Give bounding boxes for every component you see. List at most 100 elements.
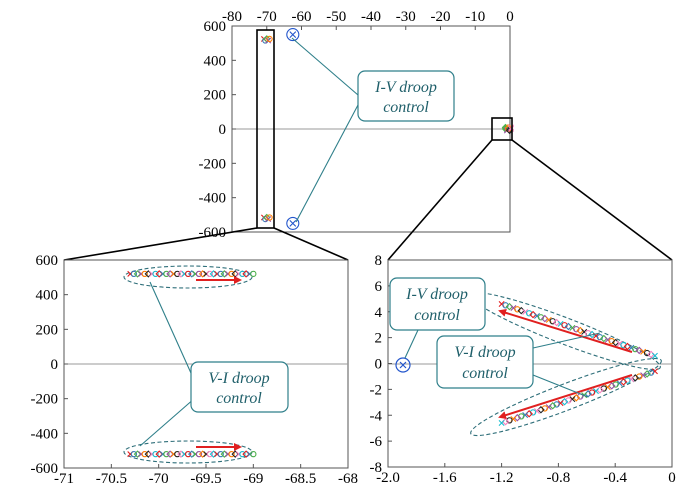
- callout-vi-right-line2: control: [462, 365, 508, 382]
- y-tick-label: -200: [199, 156, 227, 172]
- callout-iv-right: I-V droop control: [389, 277, 486, 359]
- data-point: [185, 270, 192, 278]
- data-point: [174, 450, 181, 458]
- chart-top-x-ticks: -80 -70 -60 -50 -40 -30 -20 -10 0: [222, 9, 514, 30]
- chart-bottom-right: -2.0 -1.6 -1.2 -0.8 -0.4 0 8 6 4 2 0 -2 -4 -6 -8: [370, 253, 676, 486]
- y-tick-label: -400: [199, 191, 227, 207]
- x-tick-label: -2.0: [376, 470, 400, 486]
- data-point: [174, 270, 181, 278]
- zoom-box-right: [491, 117, 513, 141]
- chart-top-marks: [260, 28, 515, 230]
- data-point: [250, 270, 257, 278]
- y-tick-label: 200: [204, 88, 227, 104]
- chart-br-x-ticks: -2.0 -1.6 -1.2 -0.8 -0.4 0: [376, 463, 676, 486]
- data-point: [286, 28, 300, 42]
- leader-iv-top-2: [295, 104, 359, 223]
- y-tick-label: -200: [31, 392, 59, 408]
- y-tick-label: 0: [51, 357, 59, 373]
- leader-vi-right-2: [532, 374, 589, 398]
- y-tick-label: -4: [370, 408, 383, 424]
- x-tick-label: -10: [465, 9, 485, 25]
- y-tick-label: -2: [370, 382, 383, 398]
- br-iv-marker: [395, 357, 411, 373]
- data-point: [163, 270, 170, 278]
- zoom-connector-left-b: [273, 227, 349, 261]
- data-point-x: [289, 220, 297, 227]
- br-iv-x: [399, 361, 407, 369]
- callout-iv-top-box: [357, 70, 455, 122]
- y-tick-label: 200: [36, 322, 59, 338]
- y-tick-label: 400: [36, 288, 59, 304]
- x-tick-label: -0.4: [603, 470, 627, 486]
- y-tick-label: 0: [219, 122, 227, 138]
- chart-bl-marks: [127, 270, 257, 458]
- leader-vi-right-1: [532, 332, 601, 349]
- x-tick-label: -71: [54, 471, 74, 487]
- data-point: [206, 270, 214, 278]
- callout-iv-right-line2: control: [414, 307, 460, 324]
- x-tick-label: -68.5: [285, 471, 316, 487]
- leader-vi-left-1: [149, 281, 196, 383]
- br-ellipse-lower: [470, 357, 662, 437]
- y-tick-label: 600: [36, 253, 59, 269]
- callout-iv-right-box: [389, 277, 486, 331]
- callout-iv-top-line1: I-V droop: [374, 79, 437, 96]
- x-tick-label: -70: [149, 471, 169, 487]
- data-point: [228, 450, 235, 458]
- x-tick-label: -50: [326, 9, 346, 25]
- zoom-connector-left-a: [63, 227, 258, 261]
- bl-ellipse-top: [123, 265, 253, 289]
- x-tick-label: -1.2: [490, 470, 514, 486]
- x-tick-label: 0: [506, 9, 514, 25]
- y-tick-label: 8: [375, 253, 383, 269]
- callout-vi-right: V-I droop control: [436, 332, 601, 398]
- data-point: [228, 270, 235, 278]
- x-tick-label: -30: [396, 9, 416, 25]
- callout-vi-left-line2: control: [216, 390, 262, 407]
- callout-vi-left-box: [190, 361, 289, 413]
- zoom-connector-right-b: [511, 139, 673, 261]
- data-point: [239, 450, 246, 458]
- x-tick-label: -69: [243, 471, 263, 487]
- x-tick-label: -1.6: [433, 470, 457, 486]
- leader-iv-right: [404, 329, 419, 359]
- y-tick-label: -8: [370, 460, 383, 476]
- data-point: [217, 450, 224, 458]
- data-point: [141, 450, 148, 458]
- x-tick-label: -70: [257, 9, 277, 25]
- chart-top: -80 -70 -60 -50 -40 -30 -20 -10 0 600 400 200 0 -200…: [199, 9, 515, 241]
- data-point: [152, 270, 159, 278]
- leader-vi-left-2: [139, 397, 196, 447]
- data-point: [163, 450, 170, 458]
- zoom-connector-right-a: [387, 139, 493, 261]
- data-point-x: [289, 31, 297, 38]
- br-iv-circle: [395, 357, 411, 373]
- y-tick-label: 6: [375, 279, 383, 295]
- y-tick-label: -6: [370, 434, 383, 450]
- x-tick-label: -20: [431, 9, 451, 25]
- chart-top-y-ticks: 600 400 200 0 -200 -400 -600: [199, 19, 236, 241]
- y-tick-label: 600: [204, 19, 227, 35]
- data-point: [195, 450, 203, 458]
- chart-br-marks: [498, 300, 658, 427]
- leader-iv-top-1: [291, 37, 359, 96]
- data-point: [217, 270, 224, 278]
- x-tick-label: -60: [292, 9, 312, 25]
- data-point: [651, 352, 658, 359]
- zoom-connectors: [63, 139, 673, 261]
- data-point: [130, 450, 138, 458]
- chart-bottom-left: -71 -70.5 -70 -69.5 -69 -68.5 -68 600 400 200 0 -2…: [31, 253, 359, 487]
- br-arrow-upper: [498, 308, 633, 353]
- x-tick-label: -69.5: [190, 471, 221, 487]
- data-point: [498, 420, 505, 427]
- data-point: [206, 450, 214, 458]
- x-tick-label: -80: [222, 9, 242, 25]
- data-point: [195, 270, 203, 278]
- data-point: [141, 270, 148, 278]
- br-arrow-lower: [498, 374, 633, 419]
- x-tick-label: 0: [668, 470, 676, 486]
- y-tick-label: -400: [31, 426, 59, 442]
- y-tick-label: -600: [31, 461, 59, 477]
- data-point: [250, 450, 257, 458]
